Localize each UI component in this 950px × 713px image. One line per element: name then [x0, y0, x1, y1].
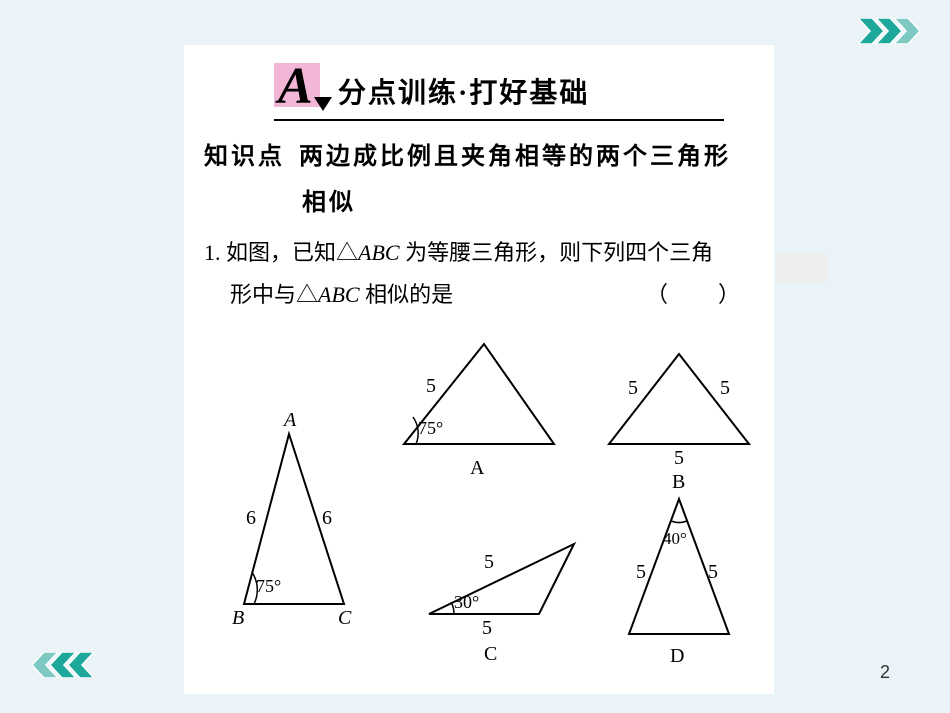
triangle-ref: A B C 6 6 75° [232, 409, 352, 629]
svg-text:C: C [484, 643, 497, 665]
svg-text:5: 5 [636, 561, 646, 583]
content-box: A 分点训练·打好基础 知识点两边成比例且夹角相等的两个三角形 相似 1. 如图… [184, 45, 774, 694]
figures-area: A B C 6 6 75° 5 75° A 5 5 5 B [204, 324, 754, 674]
kp-text-2: 相似 [302, 190, 356, 216]
svg-text:6: 6 [322, 507, 332, 529]
page-number: 2 [880, 662, 890, 683]
svg-text:5: 5 [484, 551, 494, 573]
svg-text:B: B [232, 607, 244, 629]
knowledge-point: 知识点两边成比例且夹角相等的两个三角形 相似 [204, 135, 754, 226]
q-l1b: 为等腰三角形，则下列四个三角 [400, 240, 714, 265]
svg-text:75°: 75° [256, 576, 281, 596]
question-1: 1. 如图，已知△ABC 为等腰三角形，则下列四个三角 形中与△ABC 相似的是… [204, 232, 754, 316]
svg-text:75°: 75° [418, 418, 443, 438]
kp-label: 知识点 [204, 144, 285, 170]
header-title: 分点训练·打好基础 [338, 71, 589, 115]
triangle-b: 5 5 5 B [609, 354, 749, 493]
q-num: 1. [204, 240, 221, 265]
q-l2b: 相似的是 [360, 282, 454, 307]
grey-block [776, 254, 828, 282]
svg-text:B: B [672, 471, 685, 493]
svg-text:A: A [282, 409, 297, 431]
q-l1a: 如图，已知△ [226, 240, 358, 265]
svg-text:40°: 40° [663, 529, 687, 548]
svg-text:5: 5 [720, 377, 730, 399]
q-l2a: 形中与△ [230, 282, 318, 307]
triangle-c: 5 5 30° C [429, 544, 574, 665]
q-l1-it: ABC [358, 240, 400, 265]
chevron-bottom-left [30, 652, 100, 683]
triangle-a: 5 75° A [404, 344, 554, 479]
section-header: A 分点训练·打好基础 [274, 63, 724, 121]
header-letter-badge: A [274, 63, 330, 115]
svg-text:30°: 30° [454, 592, 479, 612]
chevron-top-right [858, 18, 928, 49]
kp-text-1: 两边成比例且夹角相等的两个三角形 [299, 144, 731, 170]
svg-text:5: 5 [708, 561, 718, 583]
svg-text:D: D [670, 645, 684, 667]
svg-text:5: 5 [674, 447, 684, 469]
svg-text:A: A [470, 457, 485, 479]
q-l2-it: ABC [318, 282, 360, 307]
svg-text:6: 6 [246, 507, 256, 529]
triangle-d: 40° 5 5 D [629, 499, 729, 667]
svg-text:5: 5 [628, 377, 638, 399]
svg-text:C: C [338, 607, 352, 629]
q-paren: （ ） [646, 274, 754, 316]
svg-text:5: 5 [482, 617, 492, 639]
svg-text:5: 5 [426, 375, 436, 397]
